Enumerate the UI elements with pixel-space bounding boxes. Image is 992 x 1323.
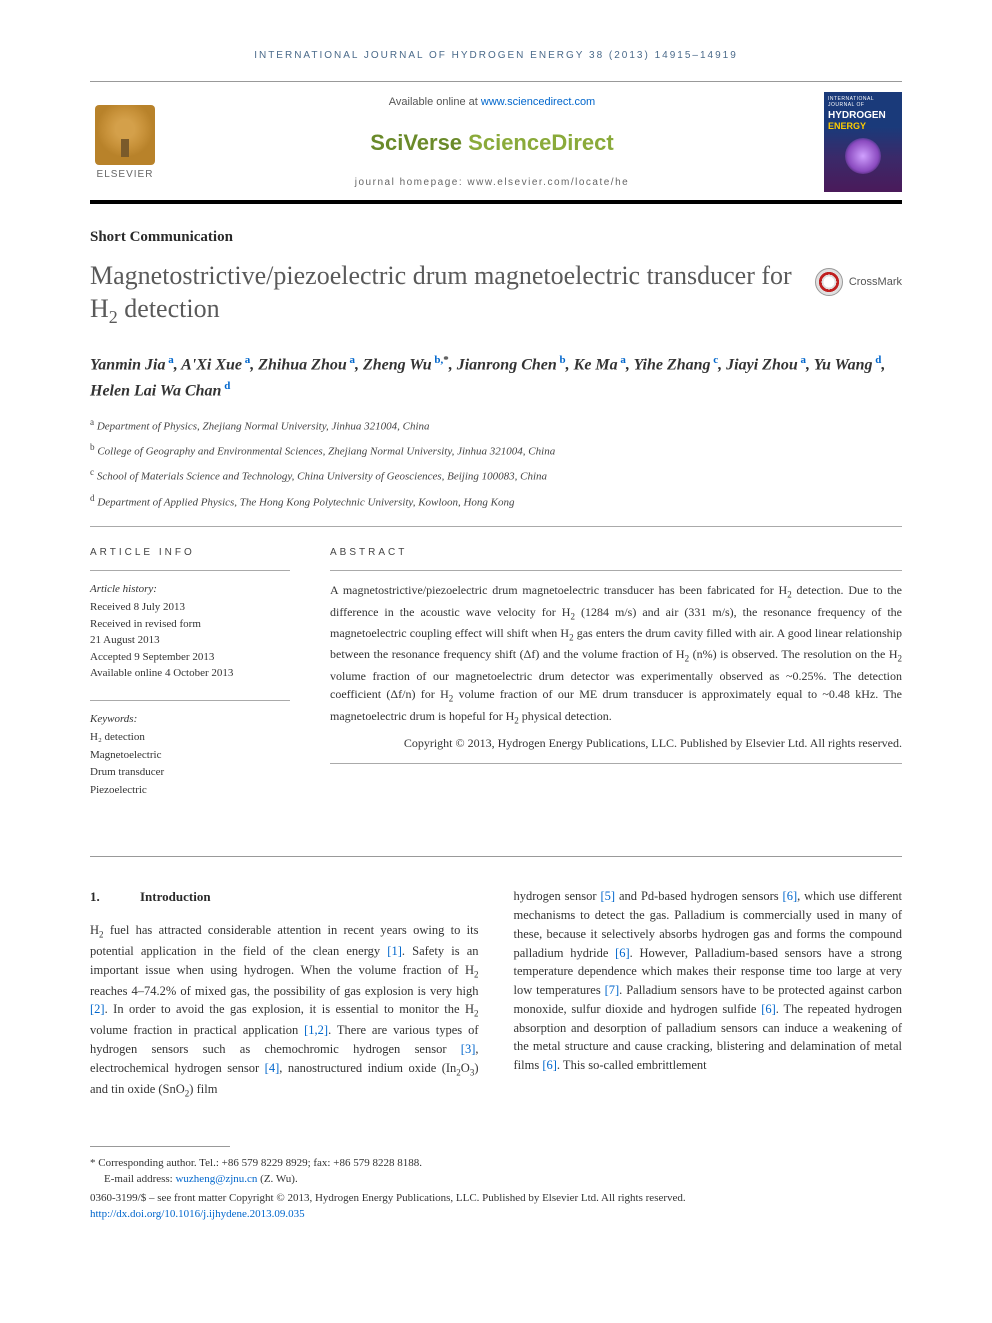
masthead-center: Available online at www.sciencedirect.co… <box>175 92 809 192</box>
crossmark-label: CrossMark <box>849 276 902 288</box>
cover-top: INTERNATIONAL JOURNAL OF <box>828 96 898 108</box>
available-online-line: Available online at www.sciencedirect.co… <box>175 96 809 108</box>
elsevier-tree-icon <box>95 105 155 165</box>
email-suffix: (Z. Wu). <box>257 1173 297 1185</box>
article-info: ARTICLE INFO Article history: Received 8… <box>90 545 290 817</box>
abstract: ABSTRACT A magnetostrictive/piezoelectri… <box>330 545 902 817</box>
keyword: Piezoelectric <box>90 782 290 799</box>
corresponding-author: * Corresponding author. Tel.: +86 579 82… <box>90 1155 902 1172</box>
article-info-head: ARTICLE INFO <box>90 545 290 560</box>
crossmark-badge[interactable]: CrossMark <box>815 268 902 296</box>
elsevier-text: ELSEVIER <box>97 169 154 180</box>
doi-link[interactable]: http://dx.doi.org/10.1016/j.ijhydene.201… <box>90 1208 305 1220</box>
affiliation: d Department of Applied Physics, The Hon… <box>90 491 902 512</box>
body-paragraph: H2 fuel has attracted considerable atten… <box>90 921 479 1101</box>
section-heading: 1.Introduction <box>90 887 479 907</box>
running-head: INTERNATIONAL JOURNAL OF HYDROGEN ENERGY… <box>90 50 902 61</box>
keywords-label: Keywords: <box>90 711 290 728</box>
sciverse-part-b: ScienceDirect <box>468 130 614 155</box>
divider <box>90 856 902 857</box>
history-line: 21 August 2013 <box>90 632 290 649</box>
front-matter-line: 0360-3199/$ – see front matter Copyright… <box>90 1192 902 1204</box>
available-prefix: Available online at <box>389 96 481 108</box>
history-line: Accepted 9 September 2013 <box>90 649 290 666</box>
email-label: E-mail address: <box>104 1173 175 1185</box>
affiliation: b College of Geography and Environmental… <box>90 440 902 461</box>
journal-homepage: journal homepage: www.elsevier.com/locat… <box>175 177 809 188</box>
cover-energy: ENERGY <box>828 121 898 131</box>
body-paragraph: hydrogen sensor [5] and Pd-based hydroge… <box>514 887 903 1075</box>
journal-cover: INTERNATIONAL JOURNAL OF HYDROGEN ENERGY <box>824 92 902 192</box>
body-text: 1.Introduction H2 fuel has attracted con… <box>90 887 902 1101</box>
elsevier-logo: ELSEVIER <box>90 92 160 192</box>
masthead: ELSEVIER Available online at www.science… <box>90 81 902 204</box>
author-list: Yanmin Jia a, A'Xi Xue a, Zhihua Zhou a,… <box>90 352 902 403</box>
affiliation: c School of Materials Science and Techno… <box>90 465 902 486</box>
history-line: Available online 4 October 2013 <box>90 665 290 682</box>
sciverse-logo: SciVerse ScienceDirect <box>175 130 809 156</box>
abstract-head: ABSTRACT <box>330 545 902 561</box>
article-type: Short Communication <box>90 229 902 246</box>
sciverse-part-a: SciVerse <box>370 130 468 155</box>
history-label: Article history: <box>90 581 290 598</box>
footnotes: * Corresponding author. Tel.: +86 579 82… <box>90 1155 902 1188</box>
abstract-text: A magnetostrictive/piezoelectric drum ma… <box>330 581 902 728</box>
abstract-copyright: Copyright © 2013, Hydrogen Energy Public… <box>330 734 902 753</box>
sciencedirect-link[interactable]: www.sciencedirect.com <box>481 96 595 108</box>
divider <box>90 526 902 527</box>
keyword: Drum transducer <box>90 764 290 781</box>
footnote-rule <box>90 1146 230 1147</box>
section-title: Introduction <box>140 889 211 904</box>
section-number: 1. <box>90 887 140 907</box>
article-title: Magnetostrictive/piezoelectric drum magn… <box>90 260 815 328</box>
history-line: Received 8 July 2013 <box>90 599 290 616</box>
keyword: Magnetoelectric <box>90 747 290 764</box>
keyword: H₂ detection <box>90 729 290 746</box>
history-line: Received in revised form <box>90 616 290 633</box>
affiliation: a Department of Physics, Zhejiang Normal… <box>90 415 902 436</box>
crossmark-icon <box>815 268 843 296</box>
email-link[interactable]: wuzheng@zjnu.cn <box>175 1173 257 1185</box>
cover-hydrogen: HYDROGEN <box>828 110 898 121</box>
